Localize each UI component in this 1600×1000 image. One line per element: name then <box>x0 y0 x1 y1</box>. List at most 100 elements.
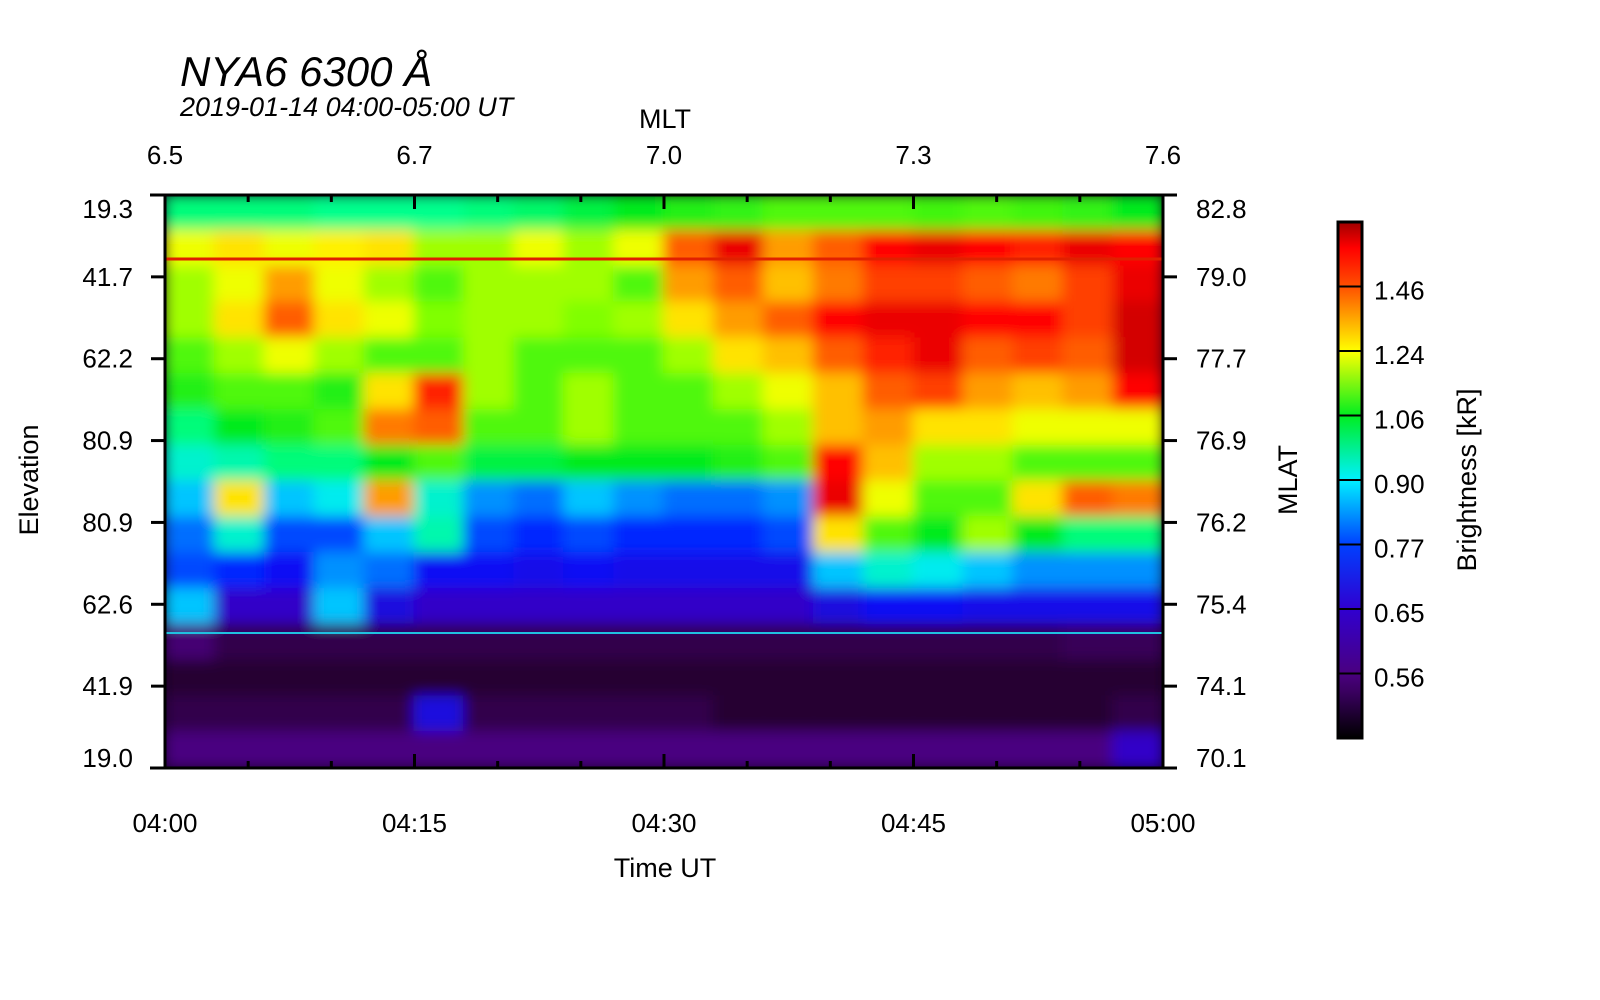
heatmap-cell <box>513 480 566 519</box>
heatmap-cell <box>812 516 865 555</box>
heatmap-cell <box>563 623 616 662</box>
heatmap-cell <box>1012 265 1065 304</box>
heatmap-cell <box>712 373 765 411</box>
heatmap-cell <box>165 195 216 232</box>
heatmap-cell <box>413 229 466 268</box>
heatmap-cell <box>1012 552 1065 590</box>
heatmap-cell <box>912 301 965 340</box>
heatmap-cell <box>862 265 915 304</box>
y-tick-label: 62.6 <box>82 589 133 619</box>
heatmap-cell <box>1112 265 1163 304</box>
heatmap-cell <box>613 516 665 555</box>
heatmap-cell <box>213 408 266 447</box>
heatmap-cell <box>563 337 616 376</box>
heatmap-cell <box>1062 337 1115 376</box>
heatmap-cell <box>862 659 915 698</box>
heatmap-cell <box>1112 731 1163 768</box>
heatmap-cell <box>762 195 815 232</box>
heatmap-cell <box>513 373 566 411</box>
heatmap-cell <box>263 444 316 483</box>
right-tick-label: 79.0 <box>1196 262 1247 292</box>
heatmap-cell <box>263 623 316 662</box>
heatmap-cell <box>862 337 915 376</box>
heatmap-cell <box>513 552 566 590</box>
heatmap-cell <box>1062 195 1115 232</box>
heatmap-cell <box>413 337 466 376</box>
chart-subtitle: 2019-01-14 04:00-05:00 UT <box>179 92 516 122</box>
heatmap-cell <box>363 587 416 626</box>
heatmap-cell <box>712 337 765 376</box>
heatmap-cell <box>613 265 665 304</box>
heatmap-cell <box>762 516 815 555</box>
heatmap-cell <box>663 552 715 590</box>
heatmap-cell <box>413 695 466 734</box>
heatmap-cell <box>263 695 316 734</box>
heatmap-cell <box>862 623 915 662</box>
heatmap-cell <box>363 516 416 555</box>
heatmap-cell <box>413 516 466 555</box>
heatmap-cell <box>413 623 466 662</box>
heatmap-cell <box>962 265 1015 304</box>
heatmap-cell <box>213 587 266 626</box>
heatmap-cell <box>363 195 416 232</box>
heatmap-cell <box>912 444 965 483</box>
heatmap-cell <box>513 229 566 268</box>
heatmap-cell <box>313 265 366 304</box>
heatmap-cell <box>463 337 516 376</box>
heatmap-cell <box>1112 623 1163 662</box>
heatmap-cell <box>862 516 915 555</box>
heatmap-cell <box>1112 373 1163 411</box>
heatmap-cell <box>513 659 566 698</box>
heatmap-cell <box>1112 480 1163 519</box>
heatmap-cell <box>513 623 566 662</box>
heatmap-cell <box>862 408 915 447</box>
heatmap-cell <box>762 659 815 698</box>
heatmap-cell <box>962 731 1015 768</box>
heatmap-cell <box>313 552 366 590</box>
heatmap-cell <box>862 373 915 411</box>
heatmap-cell <box>413 587 466 626</box>
heatmap-cell <box>613 337 665 376</box>
heatmap-cell <box>463 195 516 232</box>
heatmap-cell <box>712 265 765 304</box>
heatmap-cell <box>613 195 665 232</box>
heatmap-cell <box>1012 587 1065 626</box>
heatmap-cell <box>663 480 715 519</box>
y-tick-label: 80.9 <box>82 507 133 537</box>
heatmap-cell <box>912 195 965 232</box>
heatmap-cell <box>812 480 865 519</box>
heatmap-cell <box>263 265 316 304</box>
heatmap-cell <box>1062 373 1115 411</box>
heatmap-cell <box>165 301 216 340</box>
heatmap-cell <box>1062 516 1115 555</box>
heatmap-cell <box>762 337 815 376</box>
heatmap-cell <box>1112 444 1163 483</box>
top-tick-label: 6.7 <box>396 140 432 170</box>
right-tick-label: 74.1 <box>1196 671 1247 701</box>
heatmap-cell <box>263 195 316 232</box>
heatmap-cell <box>812 731 865 768</box>
heatmap-cell <box>213 516 266 555</box>
heatmap-cell <box>812 373 865 411</box>
heatmap-cell <box>563 587 616 626</box>
right-axis-label: MLAT <box>1273 445 1303 515</box>
heatmap-cell <box>663 623 715 662</box>
heatmap-cell <box>762 587 815 626</box>
heatmap-cell <box>463 265 516 304</box>
heatmap-cell <box>213 373 266 411</box>
heatmap-cell <box>263 552 316 590</box>
heatmap-cell <box>213 731 266 768</box>
heatmap-cell <box>563 265 616 304</box>
heatmap-cell <box>962 552 1015 590</box>
heatmap-cell <box>862 552 915 590</box>
heatmap-cell <box>1012 444 1065 483</box>
heatmap-cell <box>363 659 416 698</box>
heatmap-cell <box>613 695 665 734</box>
heatmap-cell <box>663 373 715 411</box>
heatmap-cell <box>563 229 616 268</box>
heatmap-cell <box>1112 408 1163 447</box>
heatmap-cell <box>1112 195 1163 232</box>
heatmap-cell <box>513 301 566 340</box>
heatmap-cell <box>613 373 665 411</box>
heatmap-cell <box>213 623 266 662</box>
